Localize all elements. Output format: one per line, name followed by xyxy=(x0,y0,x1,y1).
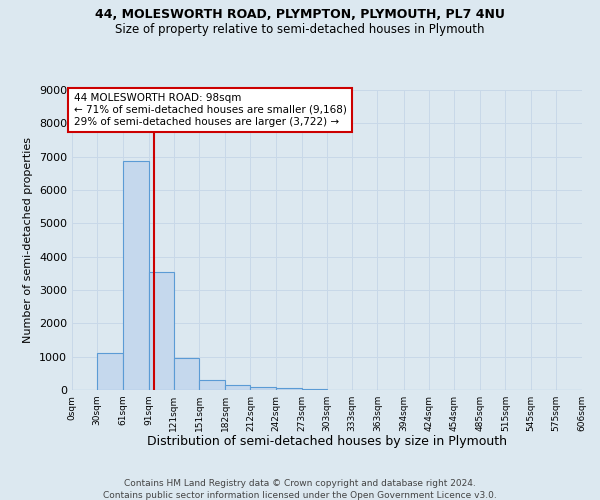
Y-axis label: Number of semi-detached properties: Number of semi-detached properties xyxy=(23,137,34,343)
Bar xyxy=(149,272,174,390)
Bar xyxy=(97,352,124,390)
Text: Contains HM Land Registry data © Crown copyright and database right 2024.: Contains HM Land Registry data © Crown c… xyxy=(124,479,476,488)
Bar xyxy=(225,385,250,390)
Text: 44 MOLESWORTH ROAD: 98sqm
← 71% of semi-detached houses are smaller (9,168)
29% : 44 MOLESWORTH ROAD: 98sqm ← 71% of semi-… xyxy=(74,94,347,126)
Bar xyxy=(250,387,275,390)
Bar xyxy=(275,388,302,390)
Text: Contains public sector information licensed under the Open Government Licence v3: Contains public sector information licen… xyxy=(103,491,497,500)
Bar xyxy=(199,380,225,390)
Text: 44, MOLESWORTH ROAD, PLYMPTON, PLYMOUTH, PL7 4NU: 44, MOLESWORTH ROAD, PLYMPTON, PLYMOUTH,… xyxy=(95,8,505,20)
Text: Size of property relative to semi-detached houses in Plymouth: Size of property relative to semi-detach… xyxy=(115,22,485,36)
Bar xyxy=(302,389,327,390)
Bar xyxy=(174,358,199,390)
Bar xyxy=(124,160,149,390)
Text: Distribution of semi-detached houses by size in Plymouth: Distribution of semi-detached houses by … xyxy=(147,435,507,448)
